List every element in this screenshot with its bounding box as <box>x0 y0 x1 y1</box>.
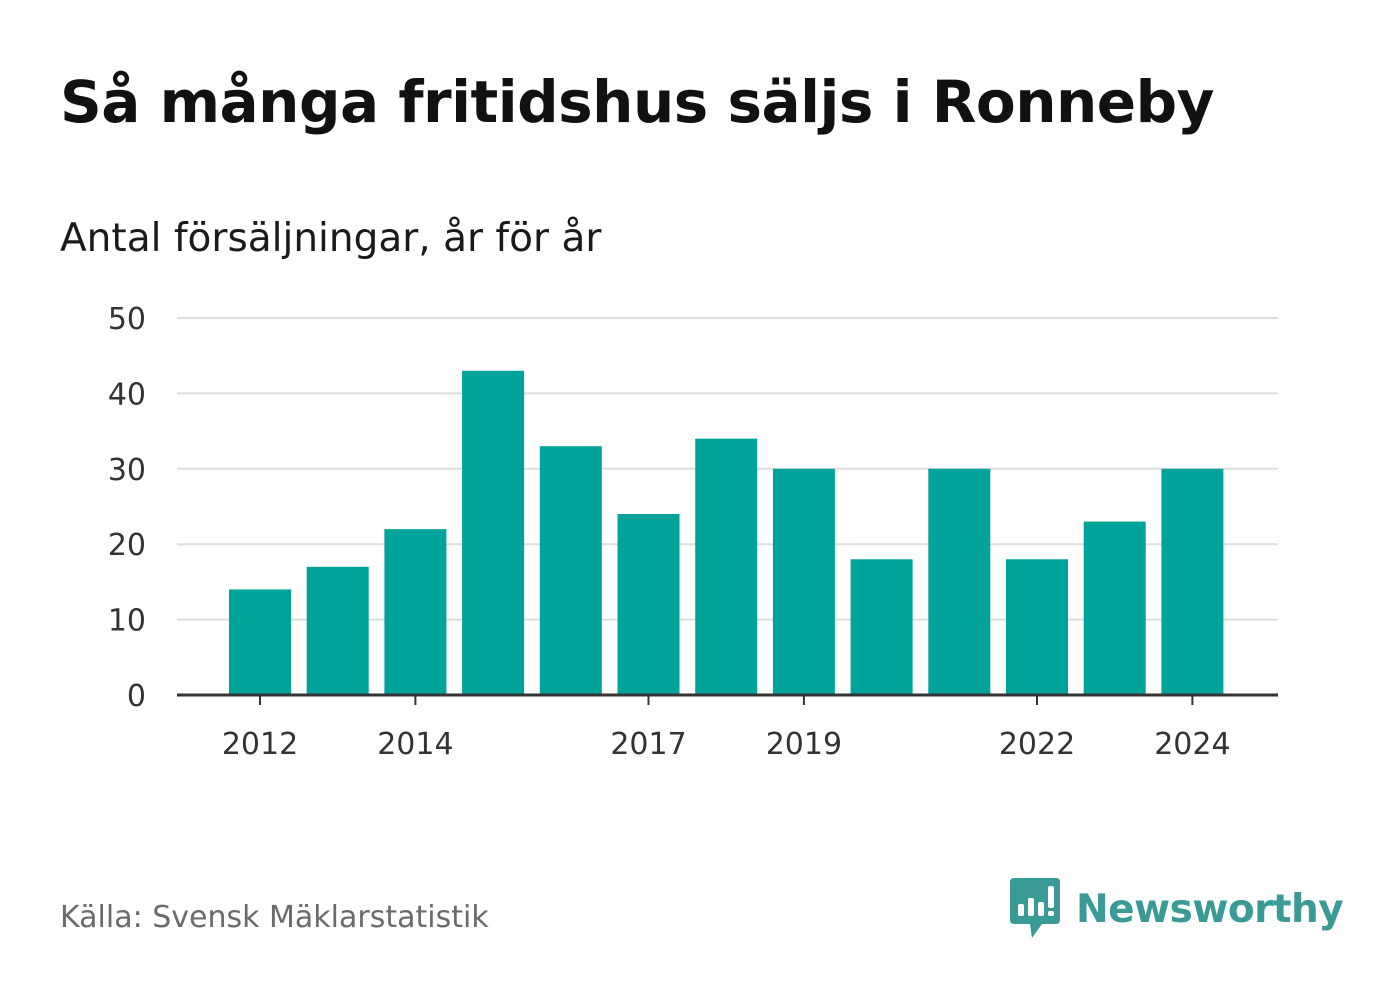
source-note: Källa: Svensk Mäklarstatistik <box>60 900 489 935</box>
bar-2024 <box>1161 468 1224 695</box>
bar-2015 <box>462 370 525 695</box>
newsworthy-logo-icon <box>1010 878 1060 938</box>
axes: 0 10 20 30 40 50 2012 2014 2017 2019 2022 2024 <box>108 302 1278 762</box>
chart-title: Så många fritidshus säljs i Ronneby <box>60 68 1214 136</box>
x-tick-label: 2019 <box>766 727 842 762</box>
bar-2016 <box>539 446 602 695</box>
bar-2021 <box>928 468 991 695</box>
y-tick-label: 0 <box>127 679 146 714</box>
x-tick-label: 2017 <box>610 727 686 762</box>
bar-2014 <box>384 529 447 695</box>
y-tick-label: 30 <box>108 453 146 488</box>
bar-2023 <box>1083 521 1146 695</box>
x-tick-label: 2024 <box>1154 727 1230 762</box>
y-tick-label: 40 <box>108 377 146 412</box>
bar-2018 <box>695 438 758 695</box>
bar-2019 <box>772 468 835 695</box>
chart-subtitle: Antal försäljningar, år för år <box>60 216 602 261</box>
bar-2017 <box>617 514 680 695</box>
x-tick-label: 2014 <box>377 727 453 762</box>
brand-logo: Newsworthy <box>1010 878 1344 940</box>
x-tick-label: 2012 <box>222 727 298 762</box>
bar-2020 <box>850 559 913 695</box>
bar-2012 <box>229 589 291 695</box>
bar-2013 <box>306 566 369 695</box>
bar-2022 <box>1006 559 1068 695</box>
brand-name: Newsworthy <box>1076 886 1344 932</box>
y-tick-label: 10 <box>108 604 146 639</box>
y-tick-label: 50 <box>108 302 146 337</box>
x-tick-label: 2022 <box>999 727 1075 762</box>
bars <box>229 370 1224 695</box>
y-tick-label: 20 <box>108 528 146 563</box>
